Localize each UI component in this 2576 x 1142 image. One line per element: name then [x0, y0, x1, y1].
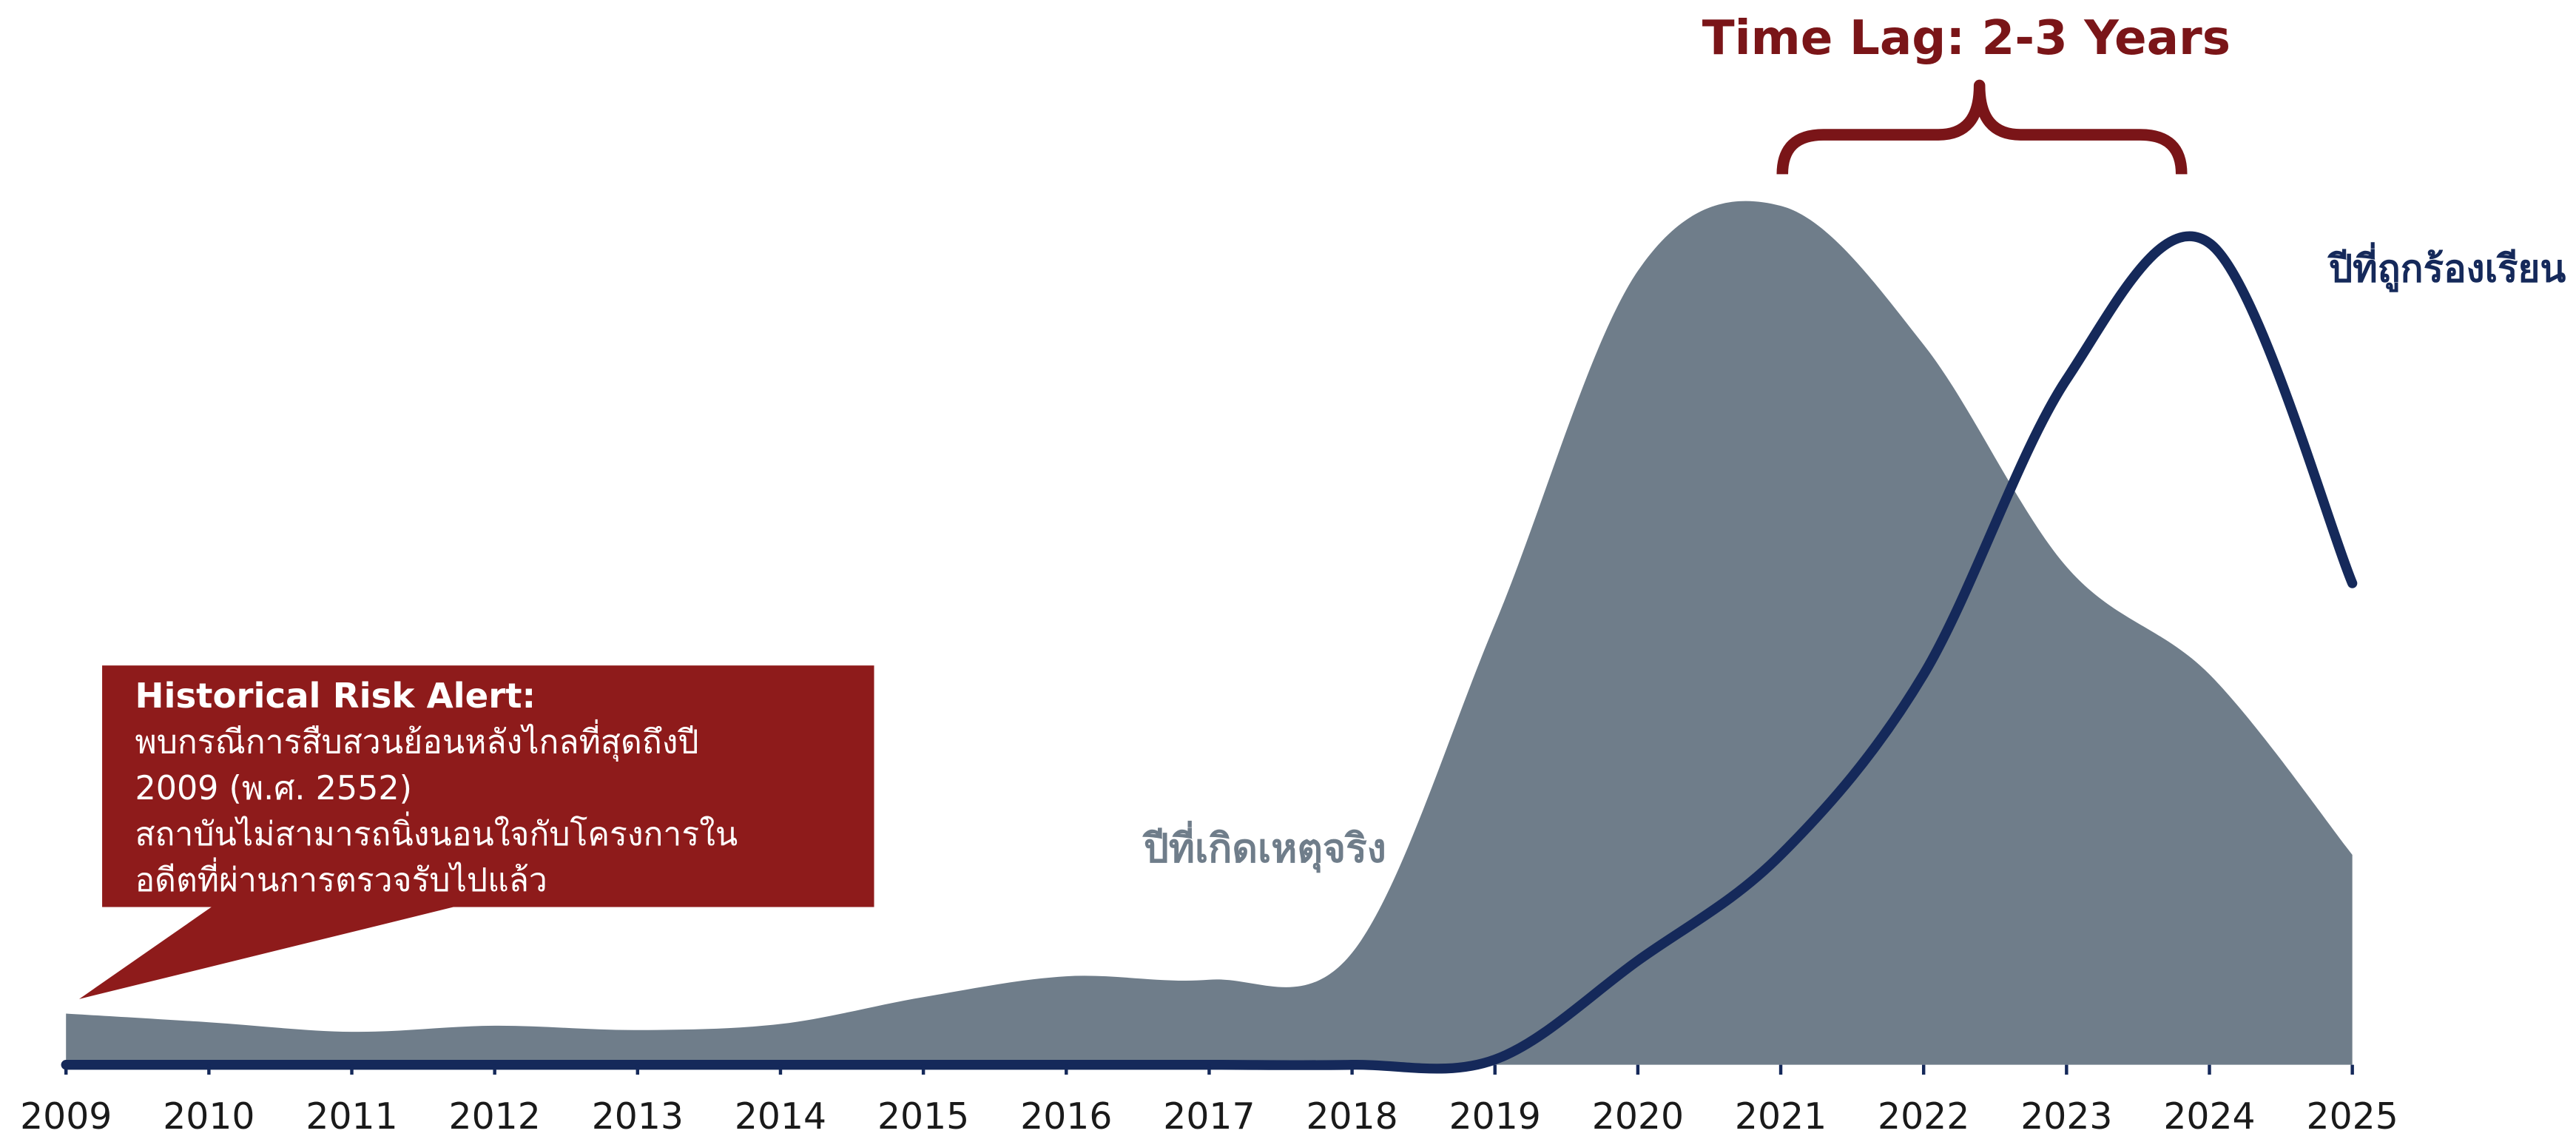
callout-line: สถาบันไม่สามารถนิ่งนอนใจกับโครงการใน: [135, 811, 738, 853]
series-label: ปีที่ถูกร้องเรียน: [2327, 241, 2566, 292]
callout-tail: [78, 905, 461, 999]
x-tick-label: 2018: [1306, 1095, 1397, 1138]
x-tick-label: 2015: [877, 1095, 969, 1138]
callout-text: พบกรณีการสืบสวนย้อนหลังไกลที่สุดถึงปี 200…: [135, 719, 738, 899]
x-tick-label: 2019: [1449, 1095, 1541, 1138]
callout-line: 2009 (พ.ศ. 2552): [135, 770, 411, 807]
callout-title: Historical Risk Alert:: [135, 676, 536, 716]
x-tick-label: 2012: [449, 1095, 541, 1138]
chart-title: Time Lag: 2-3 Years: [1702, 10, 2231, 66]
x-tick-label: 2020: [1592, 1095, 1684, 1138]
x-tick-label: 2016: [1020, 1095, 1112, 1138]
callout-box: [102, 665, 874, 907]
callout-line: พบกรณีการสืบสวนย้อนหลังไกลที่สุดถึงปี: [135, 719, 698, 762]
x-tick-label: 2025: [2307, 1095, 2398, 1138]
x-tick-label: 2014: [735, 1095, 826, 1138]
x-tick-label: 2024: [2163, 1095, 2255, 1138]
x-tick-label: 2013: [592, 1095, 684, 1138]
x-tick-label: 2011: [306, 1095, 397, 1138]
x-tick-label: 2009: [20, 1095, 112, 1138]
x-tick-label: 2021: [1735, 1095, 1827, 1138]
x-tick-label: 2022: [1878, 1095, 1969, 1138]
bracket: [1776, 79, 2188, 175]
callout-line: อดีตที่ผ่านการตรวจรับไปแล้ว: [135, 857, 547, 899]
x-tick-label: 2010: [163, 1095, 254, 1138]
x-tick-label: 2017: [1163, 1095, 1255, 1138]
plot: [61, 201, 2358, 1074]
series-label: ปีที่เกิดเหตุจริง: [1142, 821, 1386, 873]
x-tick-label: 2023: [2020, 1095, 2112, 1138]
area: [66, 201, 2353, 1065]
